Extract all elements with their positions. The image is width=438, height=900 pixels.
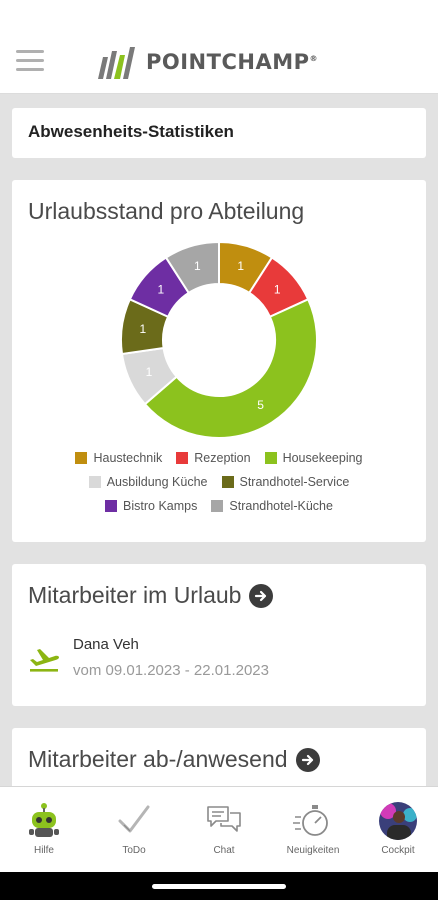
system-home-bar [0, 872, 438, 900]
vacation-chart-card: Urlaubsstand pro Abteilung 1 1 5 1 1 1 1 Haust… [12, 180, 426, 542]
presence-card-title: Mitarbeiter ab-/anwesend [28, 746, 288, 772]
slice-label-haustechnik: 1 [237, 259, 244, 273]
chat-bubbles-icon [207, 806, 241, 832]
slice-label-strandhotel-service: 1 [139, 322, 146, 336]
legend-row: Bistro Kamps Strandhotel-Küche [12, 494, 426, 518]
slice-label-housekeeping: 5 [257, 398, 264, 412]
nav-label-todo: ToDo [122, 845, 146, 856]
checkmark-icon [118, 805, 150, 833]
nav-label-hilfe: Hilfe [33, 845, 54, 856]
slice-label-bistro-kamps: 1 [157, 283, 164, 297]
legend-item-bistro-kamps[interactable]: Bistro Kamps [105, 499, 197, 513]
main-content: Abwesenheits-Statistiken Urlaubsstand pr… [0, 94, 438, 786]
legend-swatch [75, 452, 88, 464]
home-indicator [152, 884, 286, 889]
employee-vacation-dates: vom 09.01.2023 - 22.01.2023 [73, 662, 269, 679]
app-header: POINTCHAMP® [0, 30, 438, 94]
legend-label: Strandhotel-Küche [229, 499, 333, 513]
vacation-card: Mitarbeiter im Urlaub Dana Veh vom 09.01… [12, 564, 426, 706]
slice-strandhotel-kueche[interactable] [164, 240, 220, 295]
slice-label-strandhotel-kueche: 1 [194, 259, 201, 273]
legend-item-haustechnik[interactable]: Haustechnik [75, 451, 162, 465]
nav-item-cockpit[interactable]: Cockpit [358, 801, 438, 856]
airplane-departure-icon [30, 649, 59, 672]
absence-stats-card[interactable]: Abwesenheits-Statistiken [12, 108, 426, 158]
legend-swatch [211, 500, 224, 512]
legend-label: Housekeeping [282, 451, 363, 465]
legend-swatch [176, 452, 189, 464]
arrow-right-icon[interactable] [249, 583, 274, 608]
bottom-navigation: Hilfe ToDo Chat Neuigkeiten [0, 786, 438, 872]
legend-label: Bistro Kamps [123, 499, 198, 513]
donut-chart: 1 1 5 1 1 1 1 [120, 240, 318, 439]
hamburger-menu-button[interactable] [16, 50, 44, 72]
arrow-right-icon[interactable] [295, 747, 320, 772]
legend-row: Haustechnik Rezeption Housekeeping [12, 446, 426, 470]
nav-label-cockpit: Cockpit [381, 845, 415, 856]
stopwatch-icon [293, 805, 328, 836]
slice-housekeeping[interactable] [143, 297, 318, 439]
slice-label-rezeption: 1 [274, 283, 281, 297]
slice-label-ausbildung-kueche: 1 [146, 365, 153, 379]
legend-label: Rezeption [194, 451, 251, 465]
nav-item-neuigkeiten[interactable]: Neuigkeiten [273, 801, 353, 856]
legend-swatch [105, 500, 118, 512]
robot-help-icon [29, 803, 59, 837]
legend-label: Haustechnik [93, 451, 163, 465]
nav-label-chat: Chat [213, 845, 235, 856]
brand-name: POINTCHAMP [146, 50, 310, 74]
nav-item-hilfe[interactable]: Hilfe [4, 801, 84, 856]
chart-title: Urlaubsstand pro Abteilung [28, 198, 305, 224]
legend-item-housekeeping[interactable]: Housekeeping [264, 451, 363, 465]
legend-swatch [88, 476, 101, 488]
pointchamp-logo-icon [98, 47, 135, 79]
vacation-card-header[interactable]: Mitarbeiter im Urlaub [28, 582, 274, 609]
nav-item-todo[interactable]: ToDo [94, 801, 174, 856]
brand-registered-mark: ® [309, 54, 318, 63]
legend-item-ausbildung-kueche[interactable]: Ausbildung Küche [88, 475, 208, 489]
legend-label: Ausbildung Küche [106, 475, 208, 489]
status-bar [0, 0, 438, 30]
legend-item-rezeption[interactable]: Rezeption [176, 451, 251, 465]
nav-item-chat[interactable]: Chat [184, 801, 264, 856]
nav-label-neuigkeiten: Neuigkeiten [286, 845, 340, 856]
app-logo: POINTCHAMP® [94, 42, 318, 82]
legend-swatch [221, 476, 234, 488]
legend-item-strandhotel-kueche[interactable]: Strandhotel-Küche [211, 499, 333, 513]
legend-label: Strandhotel-Service [239, 475, 350, 489]
legend-swatch [264, 452, 277, 464]
legend-row: Ausbildung Küche Strandhotel-Service [12, 470, 426, 494]
presence-card: Mitarbeiter ab-/anwesend [12, 728, 426, 786]
vacation-card-title: Mitarbeiter im Urlaub [28, 582, 242, 608]
absence-stats-title: Abwesenheits-Statistiken [28, 122, 234, 141]
employee-name[interactable]: Dana Veh [73, 636, 139, 653]
avatar-icon [379, 802, 417, 840]
presence-card-header[interactable]: Mitarbeiter ab-/anwesend [28, 746, 320, 773]
legend-item-strandhotel-service[interactable]: Strandhotel-Service [221, 475, 350, 489]
chart-legend: Haustechnik Rezeption Housekeeping Ausbildu… [12, 446, 426, 518]
